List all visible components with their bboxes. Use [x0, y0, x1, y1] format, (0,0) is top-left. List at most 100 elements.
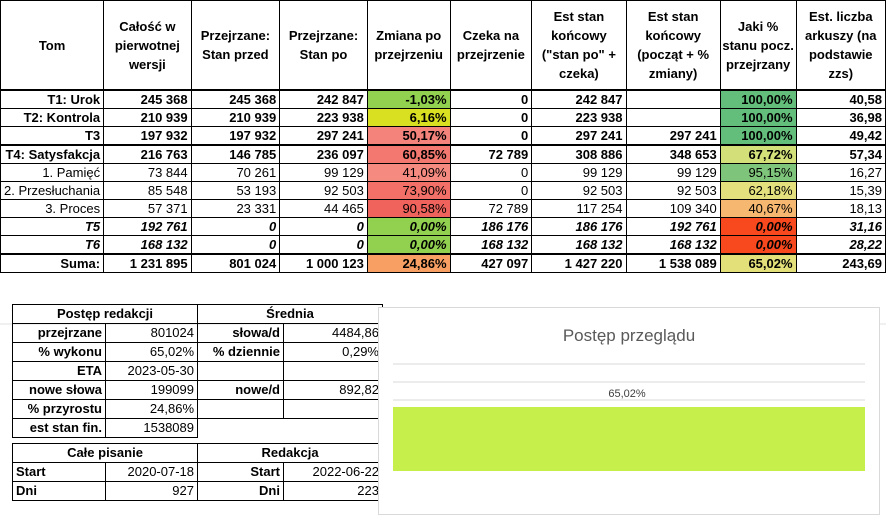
cell-zmiana[interactable]: 0,00% — [366, 217, 451, 236]
dziennie-label[interactable]: % dziennie — [197, 342, 284, 362]
est-label[interactable]: est stan fin. — [12, 418, 106, 438]
cell-przed[interactable]: 53 193 — [190, 181, 281, 200]
cell-est_po[interactable]: 168 132 — [531, 235, 627, 255]
cell-czeka[interactable]: 72 789 — [449, 144, 533, 164]
cell-zmiana[interactable]: 41,09% — [366, 163, 451, 182]
cell-tom[interactable]: 2. Przesłuchania — [0, 181, 105, 200]
pisanie-dni-value[interactable]: 927 — [105, 481, 198, 501]
cell-est_po[interactable]: 99 129 — [531, 163, 627, 182]
nowe-label[interactable]: nowe słowa — [12, 380, 106, 400]
eta-value[interactable]: 2023-05-30 — [105, 361, 198, 381]
wykonu-value[interactable]: 65,02% — [105, 342, 198, 362]
cell-po[interactable]: 99 129 — [279, 163, 368, 182]
pisanie-start-value[interactable]: 2020-07-18 — [105, 462, 198, 482]
cell-est_pocz[interactable]: 1 538 089 — [625, 253, 721, 273]
cell-czeka[interactable]: 0 — [449, 89, 533, 109]
cell-przed[interactable]: 70 261 — [190, 163, 281, 182]
col-arkusze[interactable]: Est. liczba arkuszy (na podstawie zzs) — [795, 0, 886, 91]
progress-chart[interactable]: Postęp przeglądu 65,02% — [378, 307, 880, 515]
cell-zmiana[interactable]: 24,86% — [366, 253, 451, 273]
cell-est_pocz[interactable]: 109 340 — [625, 199, 721, 218]
cell-zmiana[interactable]: 73,90% — [366, 181, 451, 200]
cell-tom[interactable]: T3 — [0, 126, 105, 146]
cell-przed[interactable]: 0 — [190, 217, 281, 236]
cell-calosc[interactable]: 210 939 — [103, 108, 192, 127]
eta-label[interactable]: ETA — [12, 361, 106, 381]
col-stan-przed[interactable]: Przejrzane: Stan przed — [190, 0, 281, 91]
cell-est_pocz[interactable]: 99 129 — [625, 163, 721, 182]
cell-est_po[interactable]: 297 241 — [531, 126, 627, 146]
cell-tom[interactable]: Suma: — [0, 253, 105, 273]
cell-przed[interactable]: 23 331 — [190, 199, 281, 218]
cell-po[interactable]: 297 241 — [279, 126, 368, 146]
cell-zmiana[interactable]: 50,17% — [366, 126, 451, 146]
cell-calosc[interactable]: 57 371 — [103, 199, 192, 218]
cell-czeka[interactable]: 0 — [449, 163, 533, 182]
empty-cell[interactable] — [197, 361, 284, 381]
cell-tom[interactable]: T1: Urok — [0, 89, 105, 109]
cell-tom[interactable]: T5 — [0, 217, 105, 236]
cell-calosc[interactable]: 245 368 — [103, 89, 192, 109]
cell-przed[interactable]: 146 785 — [190, 144, 281, 164]
cell-calosc[interactable]: 1 231 895 — [103, 253, 192, 273]
cell-po[interactable]: 92 503 — [279, 181, 368, 200]
cell-czeka[interactable]: 72 789 — [449, 199, 533, 218]
przejrzane-value[interactable]: 801024 — [105, 323, 198, 343]
cell-ark[interactable]: 16,27 — [795, 163, 886, 182]
slowa-label[interactable]: słowa/d — [197, 323, 284, 343]
cell-est_pocz[interactable]: 297 241 — [625, 126, 721, 146]
pisanie-start-label[interactable]: Start — [12, 462, 106, 482]
redakcja-dni-label[interactable]: Dni — [197, 481, 284, 501]
cell-zmiana[interactable]: 0,00% — [366, 235, 451, 255]
przyrost-value[interactable]: 24,86% — [105, 399, 198, 419]
przyrost-label[interactable]: % przyrostu — [12, 399, 106, 419]
przejrzane-label[interactable]: przejrzane — [12, 323, 106, 343]
cell-jaki[interactable]: 100,00% — [719, 108, 797, 127]
cell-jaki[interactable]: 95,15% — [719, 163, 797, 182]
cell-czeka[interactable]: 0 — [449, 126, 533, 146]
cell-ark[interactable]: 36,98 — [795, 108, 886, 127]
cell-calosc[interactable]: 73 844 — [103, 163, 192, 182]
cell-czeka[interactable]: 0 — [449, 108, 533, 127]
cell-czeka[interactable]: 168 132 — [449, 235, 533, 255]
pisanie-title[interactable]: Całe pisanie — [12, 443, 198, 463]
empty-cell[interactable] — [283, 361, 383, 381]
col-calosc[interactable]: Całość w pierwotnej wersji — [103, 0, 192, 91]
cell-est_po[interactable]: 186 176 — [531, 217, 627, 236]
cell-przed[interactable]: 0 — [190, 235, 281, 255]
cell-zmiana[interactable]: 60,85% — [366, 144, 451, 164]
cell-calosc[interactable]: 192 761 — [103, 217, 192, 236]
cell-czeka[interactable]: 427 097 — [449, 253, 533, 273]
cell-tom[interactable]: T6 — [0, 235, 105, 255]
col-est-po[interactable]: Est stan końcowy ("stan po" + czeka) — [531, 0, 627, 91]
cell-jaki[interactable]: 0,00% — [719, 217, 797, 236]
cell-ark[interactable]: 15,39 — [795, 181, 886, 200]
col-stan-po[interactable]: Przejrzane: Stan po — [279, 0, 368, 91]
wykonu-label[interactable]: % wykonu — [12, 342, 106, 362]
pisanie-dni-label[interactable]: Dni — [12, 481, 106, 501]
cell-jaki[interactable]: 65,02% — [719, 253, 797, 273]
nowe-d-label[interactable]: nowe/d — [197, 380, 284, 400]
cell-calosc[interactable]: 197 932 — [103, 126, 192, 146]
cell-po[interactable]: 0 — [279, 235, 368, 255]
cell-po[interactable]: 236 097 — [279, 144, 368, 164]
slowa-value[interactable]: 4484,86 — [283, 323, 383, 343]
cell-po[interactable]: 44 465 — [279, 199, 368, 218]
srednia-title[interactable]: Średnia — [197, 304, 383, 324]
cell-zmiana[interactable]: 90,58% — [366, 199, 451, 218]
cell-ark[interactable]: 57,34 — [795, 144, 886, 164]
cell-est_po[interactable]: 117 254 — [531, 199, 627, 218]
progress-title[interactable]: Postęp redakcji — [12, 304, 198, 324]
cell-jaki[interactable]: 100,00% — [719, 126, 797, 146]
cell-ark[interactable]: 49,42 — [795, 126, 886, 146]
col-jaki[interactable]: Jaki % stanu pocz. przejrzany — [719, 0, 797, 91]
cell-ark[interactable]: 31,16 — [795, 217, 886, 236]
nowe-value[interactable]: 199099 — [105, 380, 198, 400]
cell-po[interactable]: 0 — [279, 217, 368, 236]
cell-jaki[interactable]: 67,72% — [719, 144, 797, 164]
cell-calosc[interactable]: 216 763 — [103, 144, 192, 164]
cell-est_pocz[interactable] — [625, 108, 721, 127]
cell-tom[interactable]: 3. Proces — [0, 199, 105, 218]
cell-przed[interactable]: 197 932 — [190, 126, 281, 146]
cell-est_pocz[interactable]: 192 761 — [625, 217, 721, 236]
